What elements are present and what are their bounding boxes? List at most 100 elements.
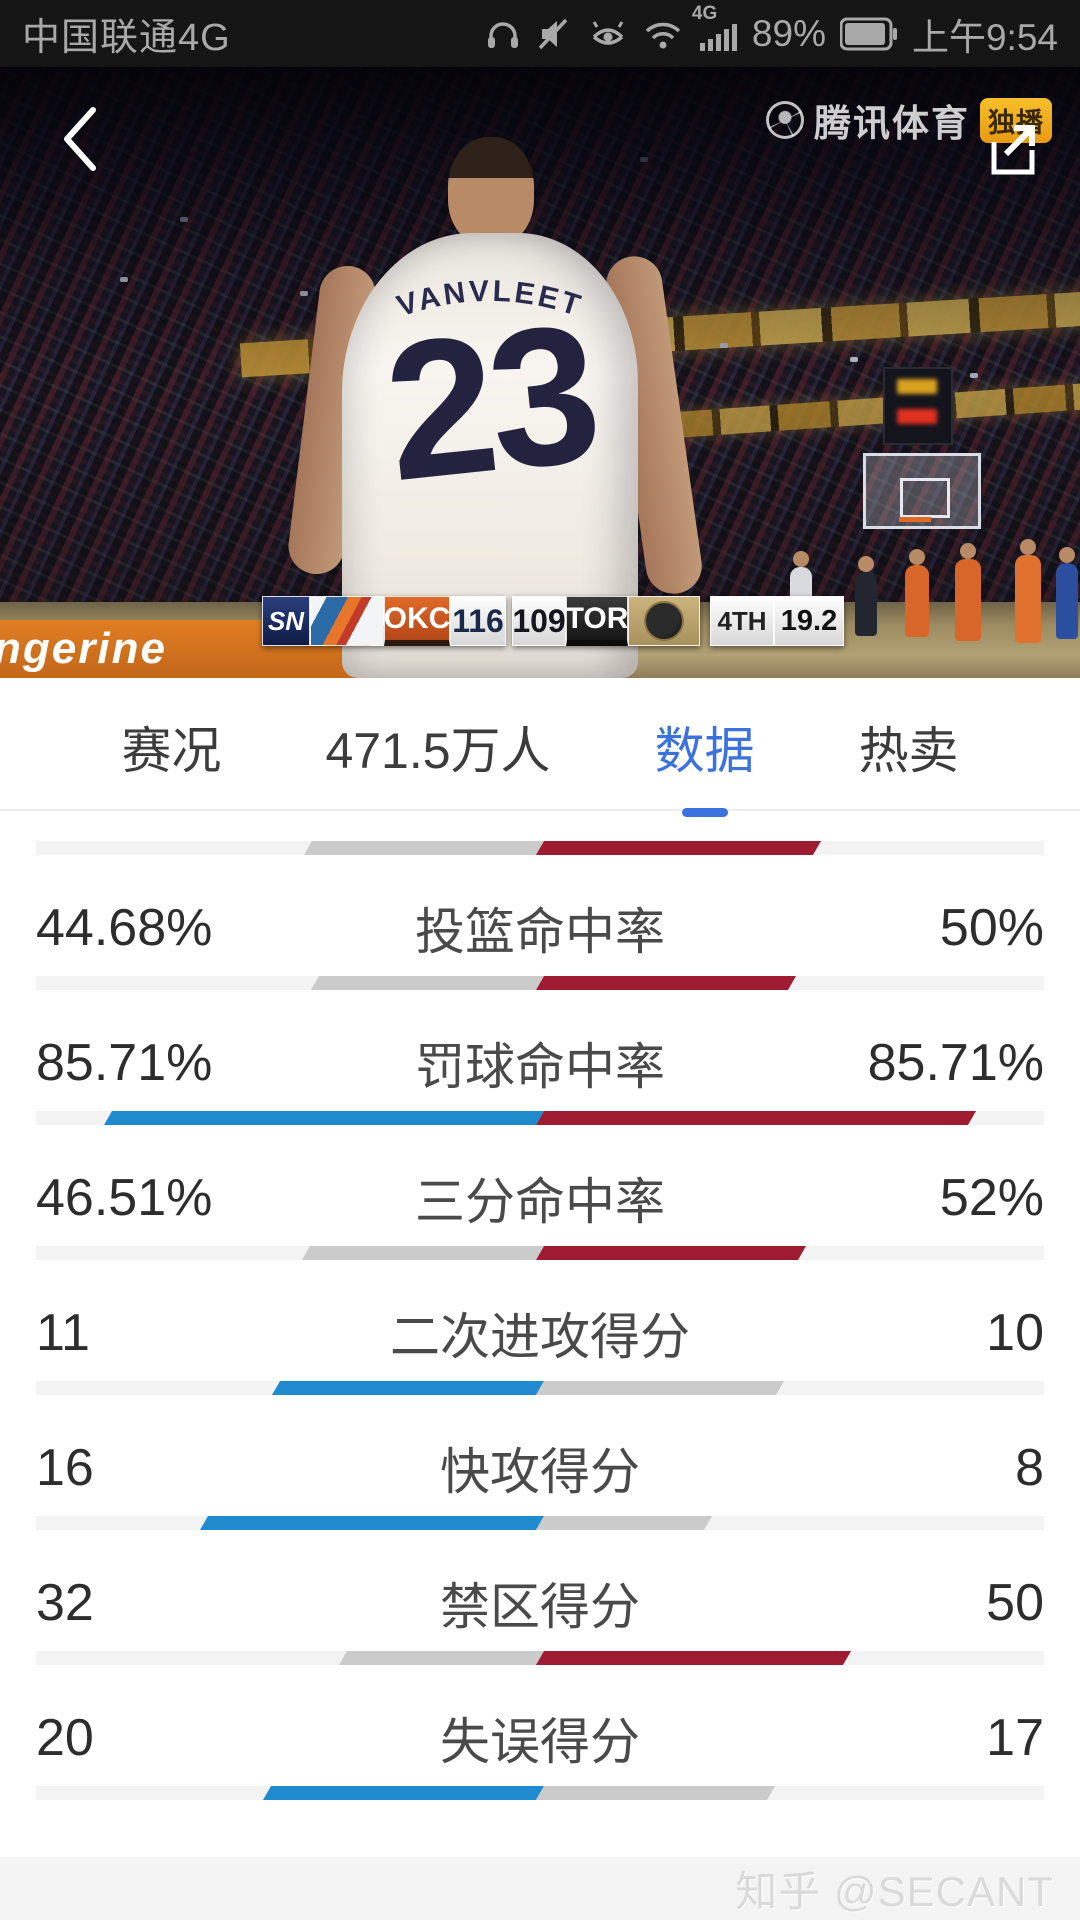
stat-bar-right-fill (535, 841, 822, 855)
stat-bar-left-fill (301, 1246, 545, 1260)
courtside-player (1056, 563, 1078, 639)
stat-left-value: 85.71% (36, 1034, 213, 1092)
away-team-abbr: OKC (384, 596, 450, 646)
tab-match-status[interactable]: 赛况 (121, 711, 221, 783)
network-type-label: 4G (691, 2, 718, 24)
stat-bar (36, 1516, 1044, 1530)
stat-bar-right-fill (535, 1651, 852, 1665)
stat-label: 三分命中率 (415, 1174, 665, 1230)
stat-values: 20 失误得分 17 (0, 1693, 1080, 1783)
away-score: 116 (450, 596, 506, 646)
status-bar: 中国联通4G (0, 0, 1080, 67)
stat-bar-left-fill (310, 976, 545, 990)
jersey-number: 23 (376, 282, 604, 523)
stat-label: 快攻得分 (440, 1444, 640, 1500)
courtside-player (855, 572, 877, 636)
scoreboard: SN OKC 116 109 TOR 4TH 19.2 (262, 596, 844, 646)
home-team-abbr: TOR (566, 596, 628, 646)
stat-bar (36, 841, 1044, 855)
stat-row: 44.68% 投篮命中率 50% (0, 863, 1080, 990)
stat-right-value: 8 (1015, 1439, 1044, 1497)
stat-values: 16 快攻得分 8 (0, 1423, 1080, 1513)
basketball-hoop (855, 367, 995, 547)
stat-row: 32 禁区得分 50 (0, 1538, 1080, 1665)
stat-values: 85.71% 罚球命中率 85.71% (0, 1018, 1080, 1108)
game-clock: 19.2 (774, 596, 844, 646)
battery-icon (839, 17, 897, 50)
stats-panel: 44.68% 投篮命中率 50% 85.71% 罚球命中率 85.71% 46.… (0, 813, 1080, 1808)
stat-bar-right-fill (535, 976, 797, 990)
stat-bar-right-fill (535, 1516, 712, 1530)
battery-percent: 89% (751, 12, 826, 54)
share-button[interactable] (974, 119, 1038, 183)
stat-bar (36, 1246, 1044, 1260)
stat-values: 44.68% 投篮命中率 50% (0, 883, 1080, 973)
stat-values: 32 禁区得分 50 (0, 1558, 1080, 1648)
tab-viewer-count[interactable]: 471.5万人 (325, 711, 550, 783)
home-team-logo (628, 596, 700, 646)
stat-bar (36, 1651, 1044, 1665)
away-team-logo (310, 596, 384, 646)
status-icons: 4G 89% 上午9:54 (484, 3, 1058, 61)
backboard-square (900, 478, 950, 518)
home-score: 109 (512, 596, 566, 646)
active-tab-underline (681, 807, 728, 817)
quarter-label: 4TH (710, 596, 774, 646)
stat-row: 20 失误得分 17 (0, 1673, 1080, 1800)
player-head (448, 137, 534, 245)
stat-bar-left-fill (304, 841, 545, 855)
video-player[interactable]: ngerine VANVLEET 23 SN OKC 116 109 TOR (0, 67, 1080, 678)
rim (899, 517, 931, 522)
signal-4g-icon: 4G (692, 3, 738, 53)
jersey-name: VANVLEET (393, 275, 584, 324)
stat-bar-left-fill (199, 1516, 545, 1530)
wifi-icon (645, 22, 681, 48)
stat-bar-right-fill (535, 1111, 976, 1125)
stat-row: 11 二次进攻得分 10 (0, 1268, 1080, 1395)
share-icon (991, 125, 1035, 175)
tab-bar: 赛况 471.5万人 数据 热卖 (0, 678, 1080, 817)
stat-label: 罚球命中率 (415, 1039, 665, 1095)
stat-right-value: 10 (986, 1304, 1044, 1362)
backboard (863, 453, 981, 529)
stat-bar (36, 976, 1044, 990)
stat-bar-right-fill (535, 1246, 807, 1260)
stat-values: 11 二次进攻得分 10 (0, 1288, 1080, 1378)
tab-hot-sale[interactable]: 热卖 (859, 711, 959, 783)
stat-bar-right-fill (535, 1381, 784, 1395)
game-clock-led (897, 379, 937, 394)
stat-left-value: 20 (36, 1709, 94, 1767)
tab-data[interactable]: 数据 (654, 711, 755, 817)
stat-row: 85.71% 罚球命中率 85.71% (0, 998, 1080, 1125)
stat-row: 16 快攻得分 8 (0, 1403, 1080, 1530)
stat-bar-right-fill (535, 1786, 776, 1800)
network-logo: SN (262, 596, 310, 646)
courtside-player (955, 559, 981, 641)
eye-protection-icon (592, 20, 624, 45)
stat-right-value: 52% (939, 1169, 1044, 1227)
stat-row (0, 813, 1080, 855)
stat-bar-left-fill (339, 1651, 545, 1665)
stat-left-value: 16 (36, 1439, 94, 1497)
shot-clock (883, 367, 953, 445)
stat-bar-left-fill (104, 1111, 545, 1125)
stat-label: 二次进攻得分 (390, 1309, 690, 1365)
watermark: 知乎 @SECANT (735, 1868, 1054, 1915)
ad-banner-text: ngerine (0, 624, 167, 673)
clock-label: 上午9:54 (911, 16, 1058, 58)
mute-icon (538, 18, 568, 49)
stat-bar (36, 1786, 1044, 1800)
stat-row: 46.51% 三分命中率 52% (0, 1133, 1080, 1260)
tab-data-label: 数据 (654, 722, 755, 779)
back-button[interactable] (40, 95, 120, 185)
courtside-player (1015, 555, 1041, 643)
stat-right-value: 50% (939, 899, 1044, 957)
courtside-player (905, 565, 929, 637)
headset-icon (487, 21, 518, 48)
stat-left-value: 32 (36, 1574, 94, 1632)
stat-left-value: 46.51% (36, 1169, 213, 1227)
raptors-ball-icon (644, 601, 684, 641)
carrier-label: 中国联通4G (22, 17, 231, 59)
stat-bar-left-fill (271, 1381, 545, 1395)
